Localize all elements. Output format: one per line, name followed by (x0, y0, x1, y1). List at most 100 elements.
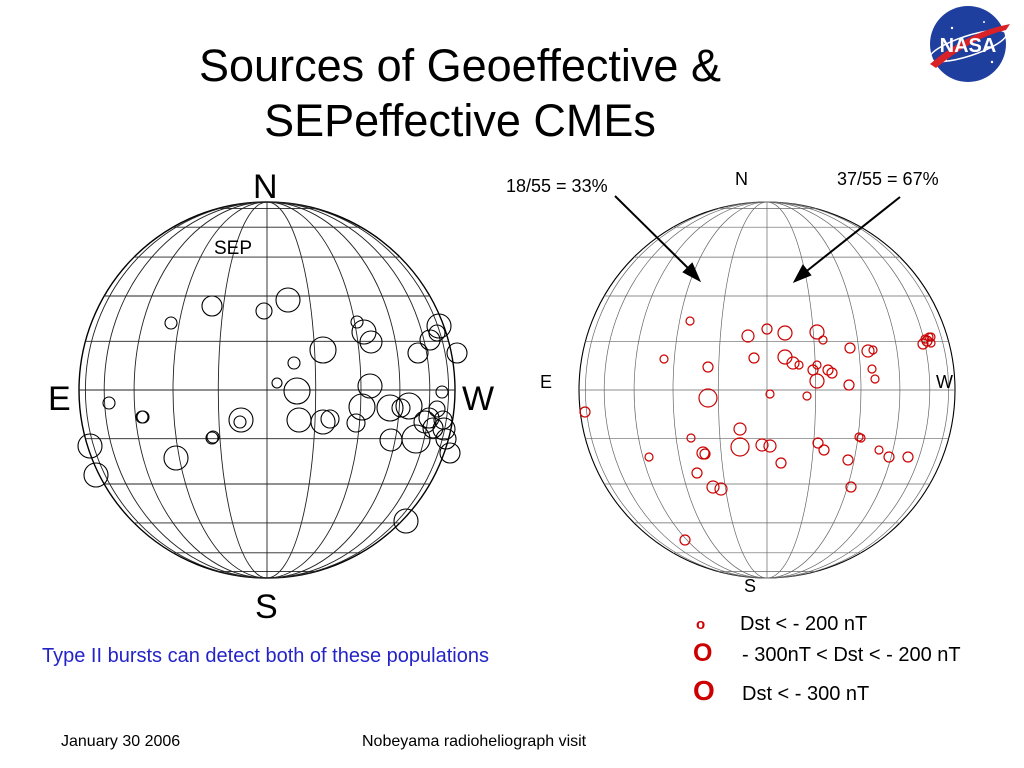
east-pointer-arrow (614, 195, 693, 273)
sep-label: SEP (214, 238, 253, 259)
type-ii-caption: Type II bursts can detect both of these … (42, 645, 489, 667)
right-cme-event-marker (809, 373, 825, 389)
right-cme-event-marker (868, 345, 878, 355)
left-sep-event-marker (439, 442, 461, 464)
left-sep-event-marker (205, 431, 219, 445)
right-cme-event-marker (730, 437, 750, 457)
legend-small-marker: o (696, 616, 706, 633)
left-globe-west: W (462, 380, 495, 418)
right-cme-event-marker (748, 352, 760, 364)
right-cme-event-marker (809, 324, 825, 340)
left-sep-event-marker (357, 373, 383, 399)
left-sep-event-marker (426, 313, 452, 339)
right-globe-north: N (735, 169, 748, 189)
left-sep-event-marker (376, 394, 404, 422)
left-sep-event-marker (359, 330, 383, 354)
right-globe-south: S (744, 576, 757, 596)
right-cme-event-marker (902, 451, 914, 463)
legend-small-label: Dst < - 200 nT (740, 613, 868, 635)
right-cme-event-marker (818, 335, 828, 345)
left-globe-east: E (48, 380, 71, 418)
right-cme-event-marker (644, 452, 654, 462)
left-sep-event-marker (401, 424, 431, 454)
legend-medium-marker: O (693, 639, 713, 667)
right-cme-event-marker (843, 379, 855, 391)
right-cme-event-marker (826, 367, 838, 379)
left-globe-events (77, 287, 468, 534)
west-pointer-arrow (802, 196, 901, 275)
left-sep-event-marker (206, 430, 220, 444)
right-cme-event-marker (883, 451, 895, 463)
right-cme-event-marker (765, 389, 775, 399)
right-globe-events (579, 316, 936, 546)
left-sep-event-marker (77, 433, 103, 459)
left-sep-event-marker (275, 287, 301, 313)
left-sep-event-marker (346, 413, 366, 433)
left-sep-event-marker (422, 417, 444, 439)
left-sep-event-marker (201, 295, 223, 317)
right-cme-event-marker (777, 325, 793, 341)
left-sep-event-marker (419, 329, 441, 351)
right-cme-event-marker (706, 480, 720, 494)
right-cme-event-marker (867, 364, 877, 374)
east-pointer-arrowhead (682, 262, 702, 283)
legend-large-marker: O (693, 675, 715, 706)
left-sep-event-marker (407, 342, 429, 364)
right-cme-event-marker (775, 457, 787, 469)
left-sep-event-marker (286, 407, 312, 433)
legend-medium-label: - 300nT < Dst < - 200 nT (742, 644, 961, 666)
right-cme-event-marker (794, 360, 804, 370)
right-cme-event-marker (870, 374, 880, 384)
right-cme-event-marker (917, 338, 929, 350)
title-line-1: Sources of Geoeffective & (199, 40, 721, 91)
right-cme-event-marker (733, 422, 747, 436)
right-cme-event-marker (691, 467, 703, 479)
left-sep-event-marker (435, 385, 449, 399)
footer-date: January 30 2006 (61, 733, 181, 750)
left-sep-event-marker (432, 417, 456, 441)
left-sep-event-marker (287, 356, 301, 370)
left-sep-event-marker (350, 315, 364, 329)
right-cme-event-marker (679, 534, 691, 546)
footer-event: Nobeyama radioheliograph visit (362, 733, 587, 750)
right-cme-event-marker (761, 323, 773, 335)
right-cme-event-marker (659, 354, 669, 364)
right-globe-grid (579, 201, 955, 579)
right-cme-event-marker (842, 454, 854, 466)
left-sep-event-marker (418, 407, 440, 429)
west-pointer-arrowhead (792, 264, 812, 283)
legend-large-label: Dst < - 300 nT (742, 683, 870, 705)
left-sep-event-marker (428, 324, 446, 342)
right-cme-event-marker (755, 438, 769, 452)
right-cme-event-marker (714, 482, 728, 496)
right-cme-event-marker (920, 334, 930, 344)
left-sep-event-marker (348, 393, 376, 421)
right-cme-event-marker (699, 448, 711, 460)
east-fraction-label: 18/55 = 33% (506, 176, 608, 196)
right-cme-event-marker (926, 332, 936, 342)
left-globe-grid (79, 201, 455, 579)
right-cme-event-marker (861, 344, 875, 358)
right-cme-event-marker (686, 433, 696, 443)
right-cme-event-marker (786, 356, 800, 370)
west-fraction-label: 37/55 = 67% (837, 169, 939, 189)
right-cme-event-marker (845, 481, 857, 493)
left-sep-event-marker (164, 316, 178, 330)
left-sep-event-marker (446, 342, 468, 364)
left-sep-event-marker (435, 428, 457, 450)
left-sep-event-marker (309, 336, 337, 364)
right-globe-east: E (540, 372, 553, 392)
left-sep-event-marker (102, 396, 116, 410)
left-sep-event-marker (163, 445, 189, 471)
right-globe-west: W (936, 372, 953, 392)
nasa-logo-text: NASA (940, 35, 997, 57)
right-cme-event-marker (844, 342, 856, 354)
left-sep-event-marker (283, 377, 311, 405)
right-cme-event-marker (874, 445, 884, 455)
right-cme-event-marker (741, 329, 755, 343)
right-cme-event-marker (698, 388, 718, 408)
left-sep-event-marker (428, 400, 446, 418)
left-sep-event-marker (136, 410, 150, 424)
title-line-2: SEPeffective CMEs (264, 95, 656, 146)
